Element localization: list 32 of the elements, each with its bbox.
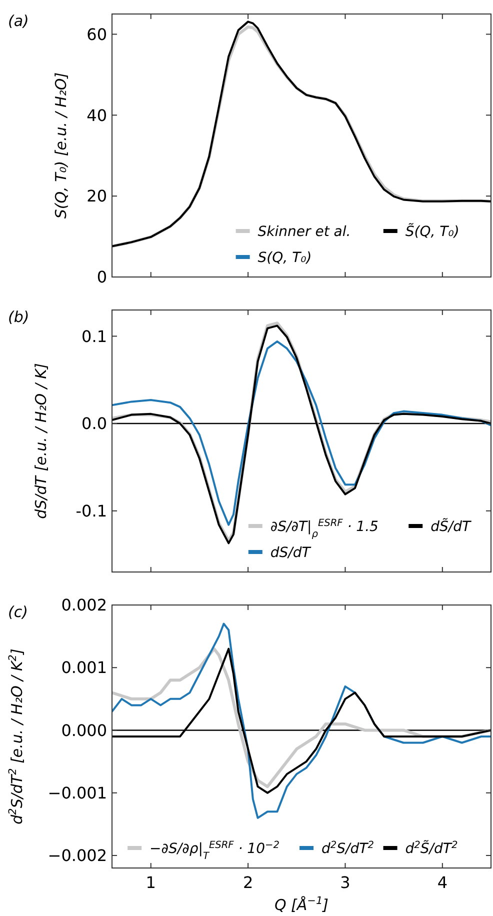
legend-label: dS̃/dT: [430, 517, 472, 535]
chart-title: (a): [8, 12, 29, 30]
y-tick-label: 60: [86, 24, 107, 44]
y-tick-label: −0.002: [48, 846, 107, 866]
x-axis-title: Q [Å$^{−1}$]: [274, 895, 329, 914]
y-tick-label: 0.000: [61, 720, 107, 740]
line-series: [112, 622, 491, 819]
legend-label: d$^{2}$S/dT$^{2}$: [322, 839, 374, 857]
y-tick-label: 0.1: [82, 326, 107, 346]
y-axis-title: dS/dT [e.u. / H₂O / K]: [32, 363, 50, 519]
legend-label: Skinner et al.: [258, 224, 351, 240]
y-tick-label: 0.001: [61, 658, 107, 678]
x-tick-label: 4: [437, 873, 448, 892]
y-tick-label: 20: [86, 186, 107, 206]
legend-label: −∂S/∂ρ|$_{T}$$^{ESRF}$ · 10$^{−2}$: [150, 839, 280, 862]
y-tick-label: 0.0: [82, 414, 107, 434]
y-tick-label: -0.1: [76, 501, 107, 520]
y-axis-title: S(Q, T₀) [e.u. / H₂O]: [52, 72, 70, 219]
chart-title: (c): [8, 603, 28, 621]
chart-title: (b): [8, 308, 30, 326]
legend-label: ∂S/∂T|$_{ρ}$$^{ESRF}$ · 1.5: [270, 517, 379, 540]
legend-label: dS/dT: [270, 544, 312, 561]
y-tick-label: 0.002: [61, 596, 107, 615]
y-tick-label: 40: [86, 106, 107, 125]
legend-label: S̃(Q, T₀): [405, 222, 460, 240]
y-tick-label: −0.001: [48, 783, 107, 802]
x-tick-label: 2: [242, 873, 254, 892]
legend-label: d$^{2}$S̃/dT$^{2}$: [405, 839, 458, 857]
x-tick-label: 1: [146, 873, 156, 892]
x-tick-label: 3: [340, 873, 350, 892]
legend-label: S(Q, T₀): [258, 250, 312, 266]
y-tick-label: 0: [96, 268, 107, 287]
